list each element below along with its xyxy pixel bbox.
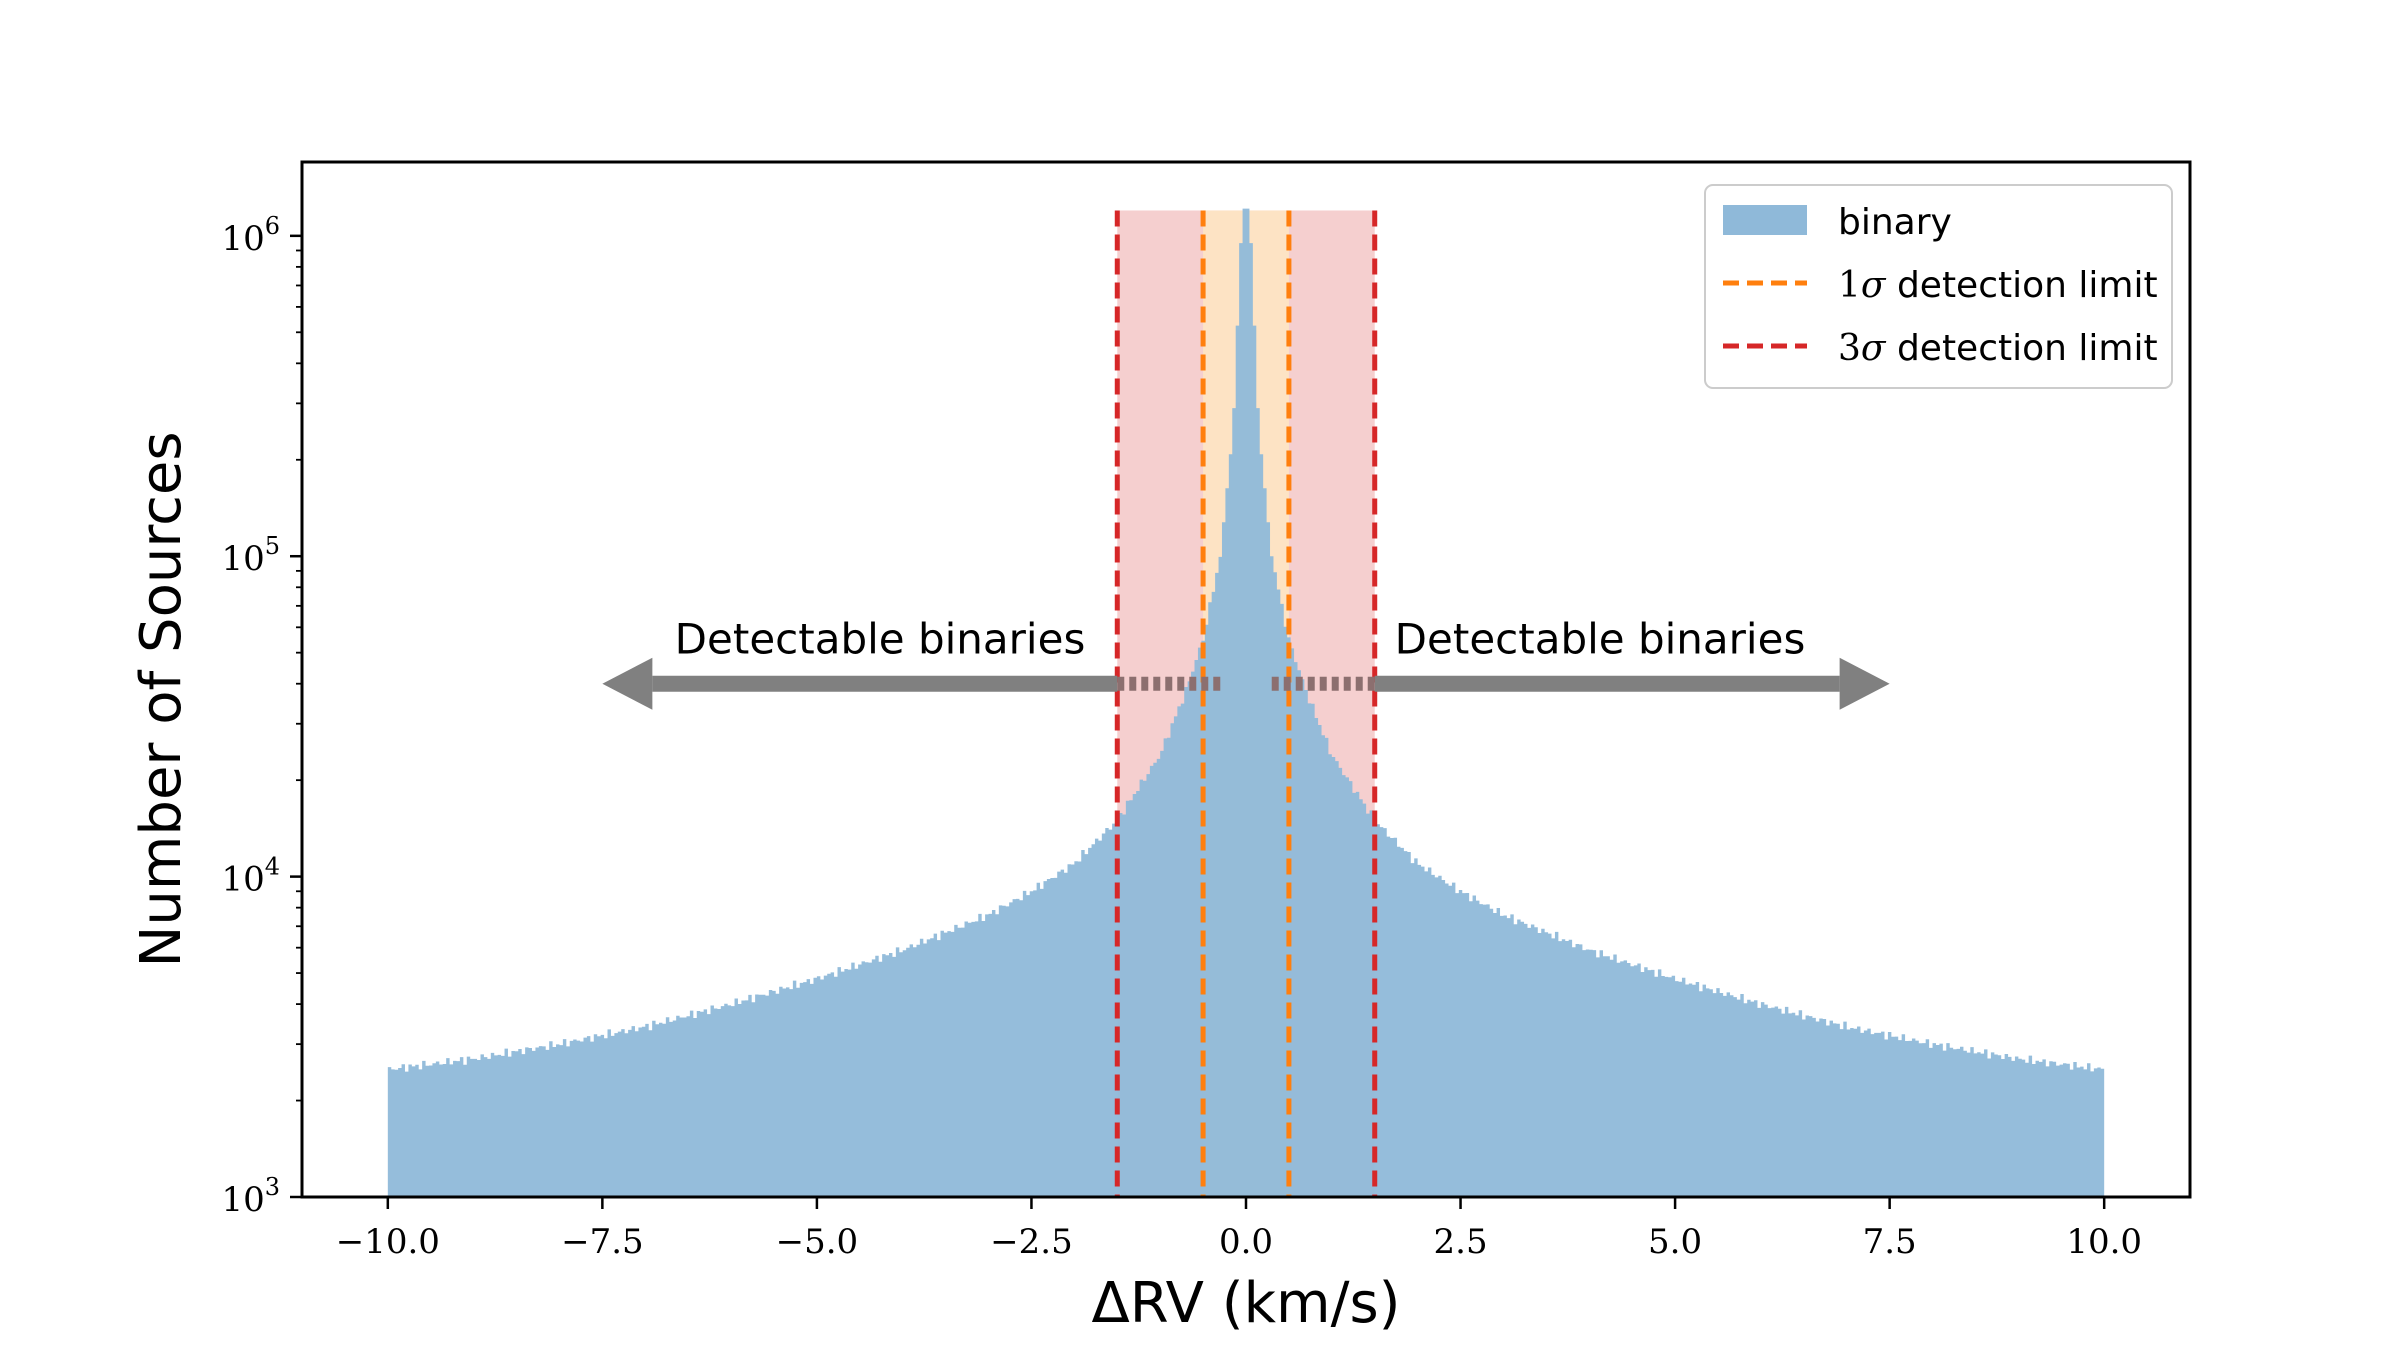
y-axis-ticks: 103 104 105 106	[221, 212, 302, 1220]
x-tick-label: −2.5	[990, 1222, 1073, 1262]
legend-label-1sigma: 1σ detection limit	[1838, 265, 2158, 306]
x-axis-label: ΔRV (km/s)	[1092, 1271, 1401, 1336]
y-tick-label: 103	[221, 1173, 280, 1220]
legend: binary 1σ detection limit 3σ detection l…	[1704, 184, 2173, 389]
y-tick-label: 106	[221, 212, 280, 259]
detection-limit-lines	[1114, 210, 1378, 1197]
detectable-arrows	[602, 657, 1890, 710]
x-tick-label: 5.0	[1648, 1222, 1702, 1262]
y-axis-label: Number of Sources	[129, 431, 194, 967]
x-tick-label: −7.5	[561, 1222, 644, 1262]
legend-swatch-binary	[1723, 205, 1807, 235]
annotation-detectable-right: Detectable binaries	[1395, 615, 1806, 664]
x-tick-label: −10.0	[336, 1222, 440, 1262]
legend-box	[1704, 184, 2173, 389]
binary-histogram	[387, 208, 2105, 1197]
annotations: Detectable binaries Detectable binaries	[675, 615, 1806, 664]
y-tick-label: 104	[221, 853, 280, 900]
legend-label-3sigma: 3σ detection limit	[1838, 328, 2158, 369]
x-axis-ticks: −10.0 −7.5 −5.0 −2.5 0.0 2.5 5.0 7.5 10.0	[336, 1197, 2142, 1262]
arrow-head-left	[602, 657, 653, 710]
x-tick-label: 10.0	[2066, 1222, 2142, 1262]
x-tick-label: 0.0	[1219, 1222, 1273, 1262]
arrow-head-right	[1839, 657, 1890, 710]
x-tick-label: 7.5	[1863, 1222, 1917, 1262]
x-tick-label: −5.0	[776, 1222, 859, 1262]
legend-label-binary: binary	[1838, 202, 1952, 243]
annotation-detectable-left: Detectable binaries	[675, 615, 1086, 664]
x-tick-label: 2.5	[1434, 1222, 1488, 1262]
y-tick-label: 105	[221, 532, 280, 579]
